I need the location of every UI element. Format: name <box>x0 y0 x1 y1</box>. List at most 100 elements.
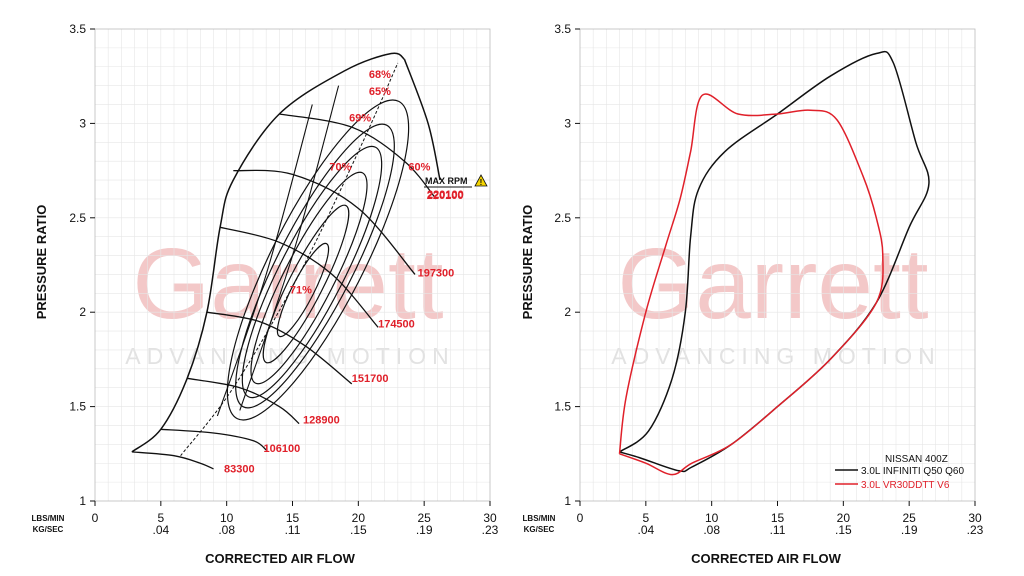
y-tick-label: 3.5 <box>554 22 571 36</box>
x-tick-label: 5 <box>157 511 164 525</box>
x-tick-label-secondary: .15 <box>350 523 367 537</box>
x-tick-label: 0 <box>92 511 99 525</box>
y-tick-label: 3.5 <box>69 22 86 36</box>
x-tick-label-secondary: .23 <box>967 523 984 537</box>
efficiency-boundary <box>216 104 313 417</box>
right-x-axis-title: CORRECTED AIR FLOW <box>691 551 841 566</box>
right-watermark-brand: Garrett <box>617 228 928 340</box>
left-y-axis-title: PRESSURE RATIO <box>34 205 49 320</box>
efficiency-label: 60% <box>408 162 430 174</box>
x-tick-label: 10 <box>220 511 234 525</box>
y-tick-label: 2 <box>79 305 86 319</box>
legend-title: NISSAN 400Z <box>885 454 948 465</box>
speed-line <box>206 311 353 385</box>
max-rpm-value: 220100 <box>427 189 464 201</box>
x-tick-label: 15 <box>286 511 300 525</box>
efficiency-label: 70% <box>329 162 351 174</box>
speed-line-label: 220100 <box>427 190 464 202</box>
x-tick-label: 20 <box>837 511 851 525</box>
warning-icon-mark: ! <box>480 178 483 187</box>
x-tick-label-secondary: .04 <box>152 523 169 537</box>
x-tick-label: 5 <box>642 511 649 525</box>
x-tick-label: 30 <box>968 511 982 525</box>
left-x-unit-primary: LBS/MIN <box>32 514 65 523</box>
x-tick-label: 25 <box>902 511 916 525</box>
series-line-red <box>618 93 884 476</box>
speed-line-labels: 83300 106100 128900 151700 174500 197300 22010… <box>224 190 463 476</box>
series-line-black <box>619 50 930 473</box>
speed-line-label: 128900 <box>303 415 340 427</box>
efficiency-island <box>250 171 368 385</box>
efficiency-label: 65% <box>369 86 391 98</box>
choke-line <box>403 58 441 181</box>
speed-line <box>279 113 437 200</box>
left-x-unit-secondary: KG/SEC <box>33 525 64 534</box>
efficiency-island <box>226 99 410 421</box>
y-tick-label: 1 <box>564 494 571 508</box>
max-rpm-marker: MAX RPM ! 220100 <box>424 174 488 201</box>
x-tick-label-secondary: .11 <box>770 523 786 537</box>
warning-icon <box>474 174 488 187</box>
x-tick-label-secondary: .19 <box>901 523 918 537</box>
x-tick-label-secondary: .19 <box>416 523 433 537</box>
right-chart: 1 1.5 2 2.5 3 3.5 0 5.04 10.08 15.11 20.15 25.19 30… <box>520 22 984 566</box>
legend-label-red: 3.0L VR30DDTT V6 <box>861 480 950 491</box>
y-tick-label: 1 <box>79 494 86 508</box>
right-watermark-tagline: ADVANCING MOTION <box>611 343 940 369</box>
peak-efficiency-line <box>180 62 399 457</box>
x-tick-label-secondary: .23 <box>482 523 499 537</box>
max-rpm-label: MAX RPM <box>425 176 468 186</box>
left-grid <box>94 28 491 502</box>
y-tick-label: 3 <box>79 116 86 130</box>
efficiency-labels: 71% 70% 69% 65% 68% 60% <box>290 69 431 296</box>
x-tick-label: 10 <box>705 511 719 525</box>
x-tick-label-secondary: .11 <box>285 523 301 537</box>
speed-line-label: 197300 <box>418 267 455 279</box>
speed-line-label: 151700 <box>352 373 389 385</box>
x-tick-label: 25 <box>417 511 431 525</box>
efficiency-island <box>235 123 395 409</box>
efficiency-label: 71% <box>290 284 312 296</box>
surge-line <box>131 52 405 453</box>
efficiency-islands <box>216 85 410 421</box>
speed-line <box>160 428 267 451</box>
right-y-axis-title: PRESSURE RATIO <box>520 205 535 320</box>
legend: NISSAN 400Z 3.0L INFINITI Q50 Q60 3.0L V… <box>835 454 964 491</box>
x-tick-label: 20 <box>352 511 366 525</box>
y-tick-label: 1.5 <box>554 400 571 414</box>
y-tick-label: 1.5 <box>69 400 86 414</box>
y-tick-label: 2 <box>564 305 571 319</box>
x-tick-label: 0 <box>577 511 584 525</box>
x-tick-label-secondary: .08 <box>703 523 720 537</box>
efficiency-island <box>241 145 383 399</box>
x-tick-label-secondary: .08 <box>218 523 235 537</box>
speed-line <box>233 169 416 275</box>
efficiency-island <box>262 204 350 364</box>
right-y-ticks: 1 1.5 2 2.5 3 3.5 <box>554 22 580 508</box>
right-x-unit-secondary: KG/SEC <box>524 525 555 534</box>
speed-line <box>131 451 214 470</box>
right-grid <box>579 28 976 502</box>
right-x-ticks: 0 5.04 10.08 15.11 20.15 25.19 30.23 <box>577 501 984 537</box>
left-chart: 1 1.5 2 2.5 3 3.5 0 5.04 10.08 15.11 20.15 25.19 30… <box>32 22 499 566</box>
left-y-ticks: 1 1.5 2 2.5 3 3.5 <box>69 22 95 508</box>
efficiency-label: 69% <box>349 113 371 125</box>
speed-line <box>187 377 300 425</box>
speed-line-label: 174500 <box>378 318 415 330</box>
speed-line-label: 106100 <box>264 443 301 455</box>
efficiency-boundary <box>239 85 340 411</box>
y-tick-label: 2.5 <box>69 211 86 225</box>
x-tick-label: 15 <box>771 511 785 525</box>
right-watermark: Garrett ADVANCING MOTION <box>611 228 940 369</box>
efficiency-island <box>276 242 330 338</box>
left-compressor-map: 83300 106100 128900 151700 174500 197300 22010… <box>131 52 464 476</box>
left-x-axis-title: CORRECTED AIR FLOW <box>205 551 355 566</box>
right-series-lines <box>618 50 930 476</box>
y-tick-label: 3 <box>564 116 571 130</box>
legend-label-black: 3.0L INFINITI Q50 Q60 <box>861 466 964 477</box>
efficiency-label: 68% <box>369 69 391 81</box>
x-tick-label-secondary: .04 <box>637 523 654 537</box>
x-tick-label-secondary: .15 <box>835 523 852 537</box>
y-tick-label: 2.5 <box>554 211 571 225</box>
